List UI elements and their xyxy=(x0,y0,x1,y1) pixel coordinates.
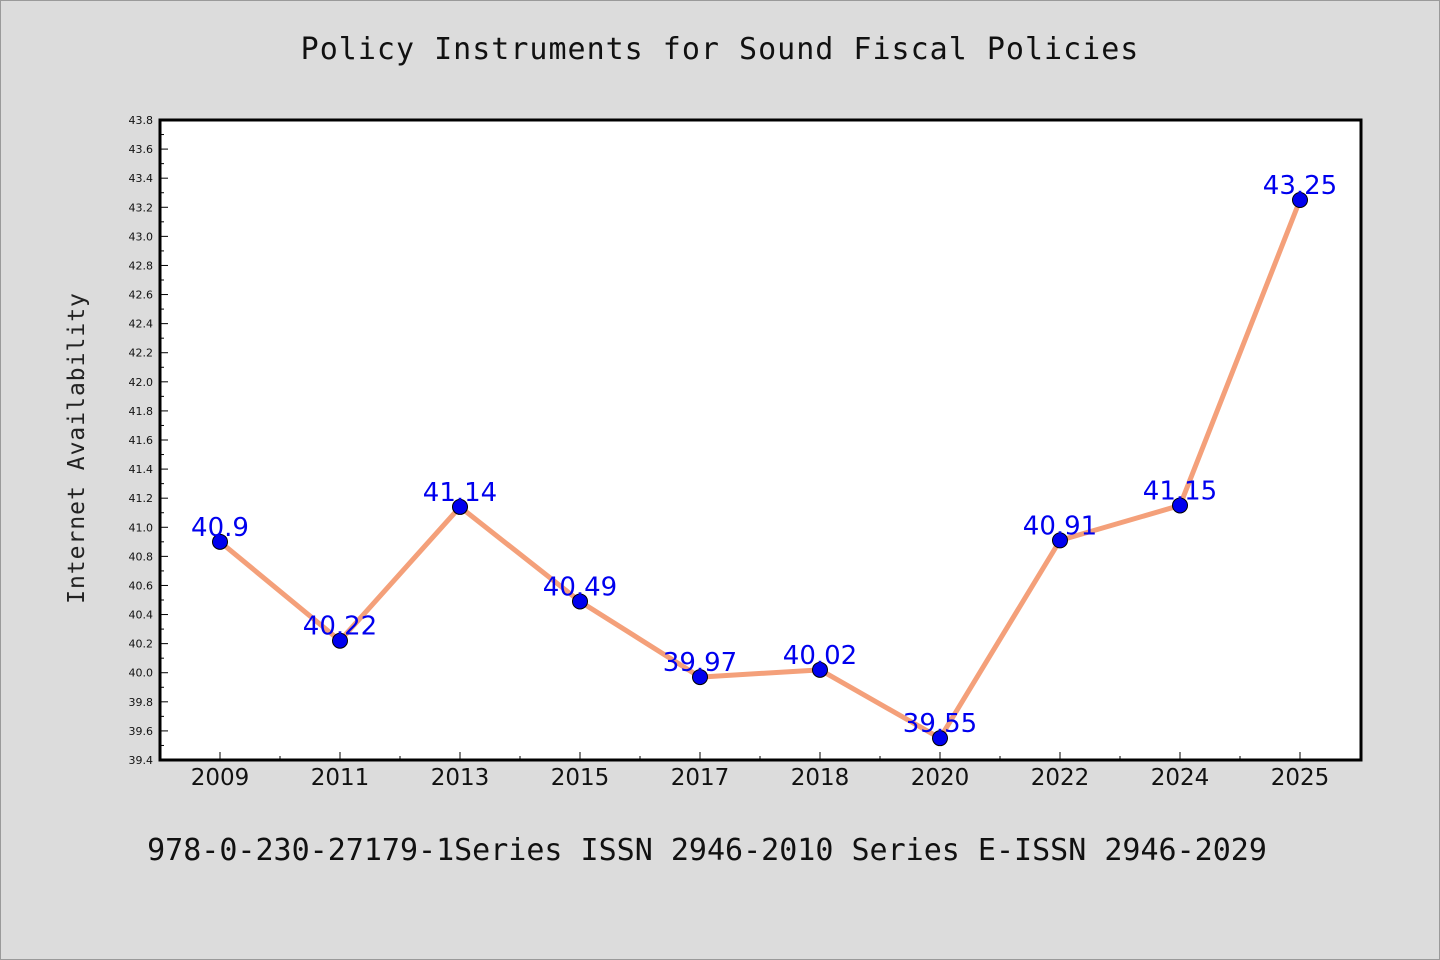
footer-note: 978-0-230-27179-1Series ISSN 2946-2010 S… xyxy=(147,833,1267,868)
data-label: 39.97 xyxy=(663,648,737,678)
y-tick-label: 43.4 xyxy=(129,172,154,185)
y-tick-label: 43.6 xyxy=(129,143,154,156)
y-tick-label: 39.8 xyxy=(129,696,154,709)
y-tick-label: 42.2 xyxy=(129,347,154,360)
y-tick-label: 39.4 xyxy=(129,754,154,767)
y-tick-label: 39.6 xyxy=(129,725,154,738)
y-tick-label: 41.4 xyxy=(129,463,154,476)
plot-area xyxy=(160,120,1361,760)
data-point-marker xyxy=(932,730,948,747)
plot-frame xyxy=(158,118,1363,762)
y-tick-label: 40.4 xyxy=(129,609,154,622)
x-tick-label: 2025 xyxy=(1271,765,1330,791)
data-label: 41.15 xyxy=(1143,476,1217,506)
data-label: 40.49 xyxy=(543,572,617,602)
data-label: 39.55 xyxy=(903,709,977,739)
x-tick-label: 2022 xyxy=(1031,765,1090,791)
y-tick-label: 43.2 xyxy=(129,201,154,214)
data-point-marker xyxy=(332,632,348,649)
y-tick-label: 41.8 xyxy=(129,405,154,418)
data-point-marker xyxy=(452,498,468,515)
x-tick-label: 2009 xyxy=(191,765,250,791)
x-tick-label: 2020 xyxy=(911,765,970,791)
y-tick-label: 41.0 xyxy=(129,521,154,534)
x-tick-label: 2018 xyxy=(791,765,850,791)
data-point-marker xyxy=(692,669,708,686)
x-tick-label: 2011 xyxy=(311,765,370,791)
y-tick-label: 41.6 xyxy=(129,434,154,447)
y-tick-label: 40.0 xyxy=(129,667,154,680)
y-tick-label: 40.2 xyxy=(129,638,154,651)
chart-title: Policy Instruments for Sound Fiscal Poli… xyxy=(300,32,1140,67)
y-tick-label: 41.2 xyxy=(129,492,154,505)
x-tick-label: 2024 xyxy=(1151,765,1210,791)
data-label: 41.14 xyxy=(423,478,497,508)
y-tick-label: 43.0 xyxy=(129,230,154,243)
data-point-marker xyxy=(1052,532,1068,549)
y-tick-label: 43.8 xyxy=(129,114,154,127)
y-tick-label: 40.8 xyxy=(129,550,154,563)
y-tick-label: 42.8 xyxy=(129,259,154,272)
data-point-marker xyxy=(212,533,228,550)
data-point-marker xyxy=(1292,192,1308,208)
y-tick-label: 42.4 xyxy=(129,318,154,331)
data-point-marker xyxy=(1172,497,1188,514)
x-tick-label: 2015 xyxy=(551,765,610,791)
y-tick-label: 42.0 xyxy=(129,376,154,389)
data-label: 40.22 xyxy=(303,612,377,642)
data-point-marker xyxy=(812,661,828,678)
series-line xyxy=(217,197,1303,741)
data-label: 40.02 xyxy=(783,641,857,671)
data-label: 40.91 xyxy=(1023,511,1097,541)
data-label: 43.25 xyxy=(1263,171,1337,201)
data-point-marker xyxy=(572,593,588,610)
y-tick-label: 40.6 xyxy=(129,579,154,592)
x-tick-label: 2013 xyxy=(431,765,490,791)
y-tick-label: 42.6 xyxy=(129,289,154,302)
x-tick-label: 2017 xyxy=(671,765,730,791)
data-label: 40.9 xyxy=(191,513,249,543)
